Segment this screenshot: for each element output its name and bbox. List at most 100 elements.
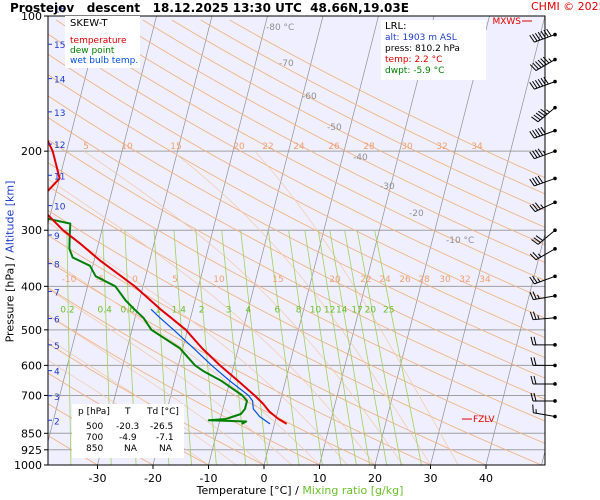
- x-axis-label-temperature: Temperature [°C]: [196, 484, 292, 497]
- wind-barb-flag: [530, 357, 534, 366]
- legend-wetbulb: wet bulb temp.: [70, 56, 139, 66]
- dry-adiabat-line: [84, 19, 545, 263]
- isotherm-label-lower: -5: [96, 275, 105, 285]
- dewpoint-profile-line: [48, 217, 248, 425]
- lrl-dwpt: dwpt: -5.9 °C: [385, 66, 445, 76]
- isotherm-label-upper: 30: [401, 142, 413, 152]
- altitude-tick-label: 16: [54, 6, 66, 16]
- wind-barb-flag: [533, 336, 537, 345]
- legend-title: SKEW-T: [70, 18, 108, 29]
- wind-barb-halfflag: [540, 204, 544, 209]
- wind-barb-dot: [553, 399, 557, 403]
- mixing-ratio-line: [329, 230, 371, 465]
- wind-barb-halfflag: [537, 278, 541, 283]
- isotherm-label-lower: 22: [360, 275, 371, 285]
- lrl-press: press: 810.2 hPa: [385, 44, 460, 54]
- pressure-tick-label: 500: [21, 324, 42, 337]
- wind-barb-flag: [531, 239, 539, 245]
- x-axis-label-separator: /: [295, 484, 299, 497]
- dry-adiabat-label: -50: [327, 123, 342, 133]
- wind-barb-flag: [529, 276, 535, 285]
- mixing-ratio-line: [195, 230, 217, 465]
- isotherm-label-lower: 15: [272, 275, 283, 285]
- pressure-tick-label: 200: [21, 145, 42, 158]
- y-axis-label-separator: /: [3, 256, 17, 260]
- wind-barb-flag: [532, 130, 538, 138]
- mixing-ratio-line: [288, 230, 323, 465]
- mixing-ratio-label: 6: [274, 305, 280, 315]
- wind-barb-dot: [553, 363, 557, 368]
- dry-adiabat-line: [48, 372, 209, 465]
- wind-barb-flag: [529, 291, 534, 300]
- isotherm-label-lower: 10: [213, 275, 225, 285]
- chart-title: Prostejov descent 18.12.2025 13:30 UTC 4…: [10, 1, 409, 15]
- wind-barb-staff: [537, 229, 556, 245]
- isotherm-line: [374, 16, 490, 465]
- dry-adiabat-label: -70: [279, 59, 294, 69]
- y-axis-label-pressure: Pressure [hPa]: [3, 263, 17, 343]
- isotherm-label-upper: 20: [233, 142, 245, 152]
- table-header-td: Td [°C]: [147, 407, 179, 417]
- isotherm-label-lower: 28: [418, 275, 430, 285]
- fzlv-label: FZLV: [473, 415, 495, 425]
- table-cell: -20.3: [116, 422, 140, 432]
- mixing-ratio-line: [267, 230, 300, 465]
- pressure-tick-label: 850: [21, 427, 42, 440]
- wind-barb-flag: [535, 112, 544, 119]
- wind-barb-staff: [534, 177, 556, 187]
- mixing-ratio-label: 2: [199, 305, 205, 315]
- altitude-tick-label: 12: [54, 141, 65, 151]
- dry-adiabat-label: -10 °C: [446, 236, 474, 246]
- altitude-tick-label: 5: [54, 342, 60, 352]
- dry-adiabat-line: [48, 95, 545, 359]
- mixing-ratio-line: [374, 230, 422, 465]
- dry-adiabat-line: [171, 19, 545, 211]
- isotherm-label-lower: 34: [479, 275, 491, 285]
- dry-adiabat-line: [48, 53, 545, 319]
- wind-barb-flag: [534, 128, 541, 137]
- dry-adiabat-line: [48, 234, 487, 465]
- dry-adiabat-line: [142, 19, 545, 228]
- wind-barb-halfflag: [546, 109, 550, 113]
- wind-barb-flag: [537, 148, 544, 156]
- wind-barb-flag: [532, 80, 538, 89]
- mixing-ratio-label: 1.4: [172, 305, 187, 315]
- table-cell: 700: [86, 433, 104, 443]
- altitude-tick-label: 2: [54, 417, 60, 427]
- dry-adiabat-line: [48, 74, 545, 339]
- wind-barb-flag: [532, 150, 538, 158]
- altitude-tick-label: 8: [54, 261, 60, 271]
- lrl-info-box: LRL: alt: 1903 m ASL press: 810.2 hPa te…: [381, 20, 486, 80]
- altitude-tick-label: 9: [54, 232, 60, 242]
- wind-barb-halfflag: [537, 315, 540, 320]
- mixing-ratio-label: 3: [226, 305, 232, 315]
- wind-barb-flag: [542, 56, 550, 64]
- wind-barb-flag: [529, 311, 534, 320]
- table-header-p: p [hPa]: [78, 407, 110, 417]
- wind-barb-flag: [537, 59, 545, 67]
- y-axis-label: Pressure [hPa] / Altitude [km]: [4, 172, 17, 352]
- wind-barb-dot: [553, 105, 557, 110]
- wind-barb-dot: [553, 200, 557, 205]
- table-cell: NA: [124, 444, 137, 454]
- isotherm-label-lower: -10: [62, 275, 77, 285]
- legend-dewpoint: dew point: [70, 46, 115, 56]
- dry-adiabat-line: [55, 19, 545, 281]
- moist-adiabat-line: [83, 150, 404, 465]
- table-cell: -4.9: [119, 433, 137, 443]
- wind-barb: [529, 311, 557, 321]
- wind-barb-staff: [534, 81, 556, 90]
- temperature-tick-label: -20: [144, 472, 162, 485]
- dry-adiabat-label: -40: [353, 153, 368, 163]
- wind-barb: [529, 126, 557, 139]
- wind-barb-flag: [530, 392, 534, 402]
- wind-barb-flag: [534, 176, 541, 185]
- wind-barb-flag: [529, 34, 535, 43]
- dry-adiabat-line: [48, 343, 265, 465]
- wind-barb-flag: [533, 392, 537, 402]
- wind-barb-flag: [535, 61, 542, 68]
- mixing-ratio-line: [173, 230, 192, 465]
- wind-barb-staff: [533, 295, 556, 301]
- wind-barb-flag: [529, 151, 535, 159]
